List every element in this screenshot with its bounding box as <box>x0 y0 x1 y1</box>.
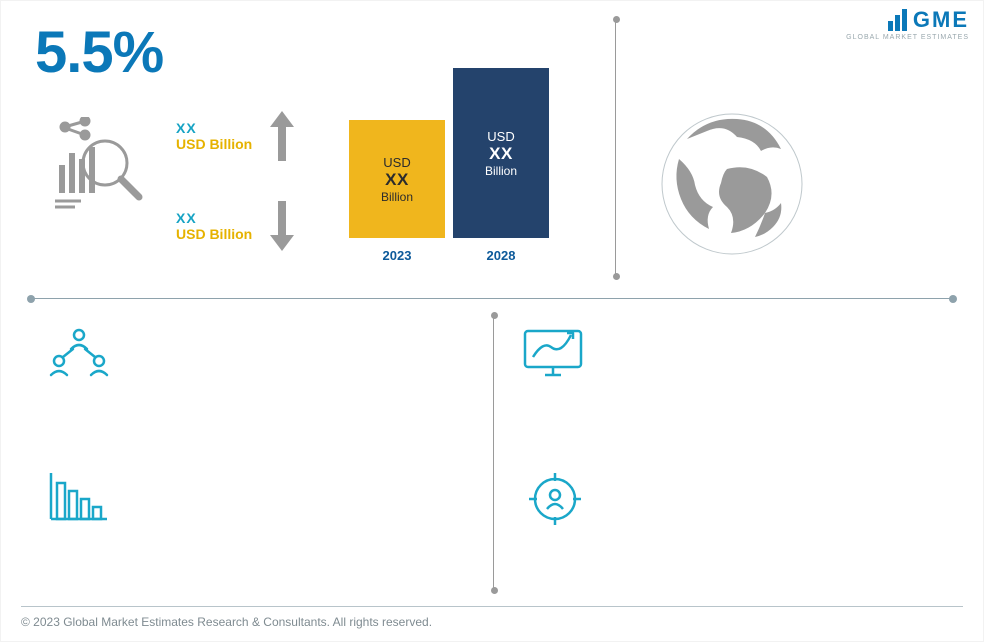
cagr-value: 5.5% <box>35 19 163 86</box>
segments-people-icon <box>47 327 111 388</box>
logo-text: GME <box>913 7 969 33</box>
logo-mark: GME <box>888 7 969 33</box>
bar-year-label: 2028 <box>487 248 516 263</box>
target-user-icon <box>525 469 585 534</box>
bar-unit: Billion <box>381 190 413 204</box>
vertical-divider-top <box>615 19 616 277</box>
vertical-divider-middle <box>493 315 494 591</box>
metric-down-row: XX USD Billion <box>176 201 294 251</box>
arrow-up-icon <box>270 111 294 161</box>
bar-unit: Billion <box>485 164 517 178</box>
bar-year-label: 2023 <box>383 248 412 263</box>
bar-box: USDXXBillion <box>453 68 549 238</box>
globe-icon <box>657 109 807 264</box>
metric-column: XX USD Billion XX USD Billion <box>176 111 294 291</box>
market-size-barchart: USDXXBillion2023USDXXBillion2028 <box>349 91 549 263</box>
metric-up-unit: USD Billion <box>176 136 252 152</box>
metric-up-row: XX USD Billion <box>176 111 294 161</box>
analytics-search-icon <box>51 117 147 218</box>
bar-usd-label: USD <box>487 129 514 144</box>
horizontal-separator <box>31 298 953 299</box>
gme-logo: GME GLOBAL MARKET ESTIMATES <box>846 7 969 41</box>
monitor-trend-icon <box>521 327 585 388</box>
bar-usd-label: USD <box>383 155 410 170</box>
bar-value: XX <box>489 144 513 164</box>
arrow-down-icon <box>270 201 294 251</box>
bar-box: USDXXBillion <box>349 120 445 238</box>
infographic-root: GME GLOBAL MARKET ESTIMATES 5.5% <box>0 0 984 642</box>
copyright-text: © 2023 Global Market Estimates Research … <box>21 615 432 629</box>
bar-2028: USDXXBillion 2028 <box>453 68 549 263</box>
metric-down-unit: USD Billion <box>176 226 252 242</box>
footer-separator <box>21 606 963 607</box>
bar-2023: USDXXBillion 2023 <box>349 120 445 263</box>
metric-down-xx: XX <box>176 210 252 226</box>
bar-value: XX <box>385 170 409 190</box>
metric-up-xx: XX <box>176 120 252 136</box>
bar-chart-decline-icon <box>47 469 111 530</box>
logo-bars-icon <box>888 9 907 31</box>
logo-subtitle: GLOBAL MARKET ESTIMATES <box>846 34 969 41</box>
